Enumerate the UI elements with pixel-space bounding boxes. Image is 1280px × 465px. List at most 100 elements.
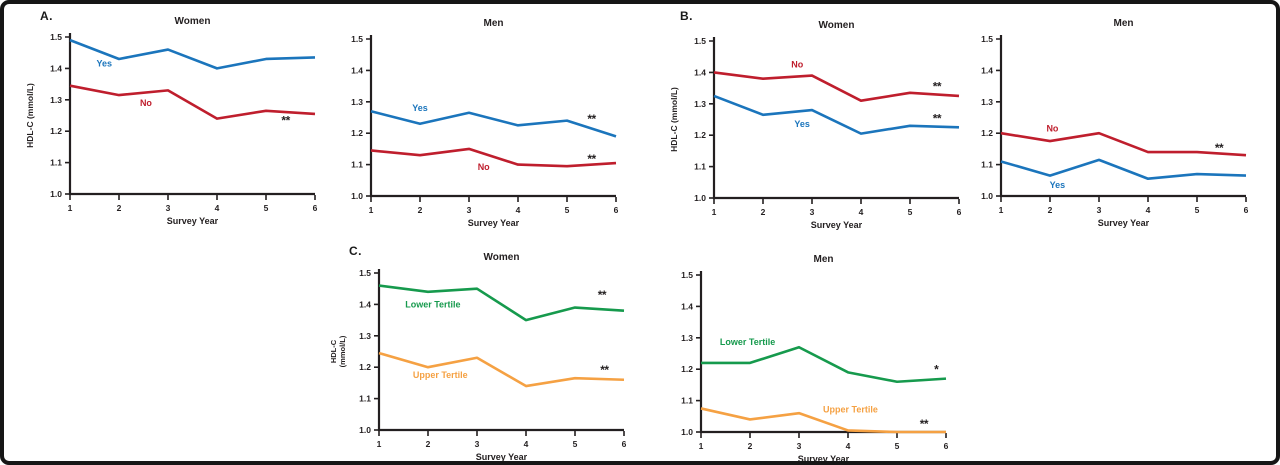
chart-a-men: Men 1.5 1.4 1.3 1.2 1.1 1.0 1 2 3 4 5 6 Survey Year Ye…: [321, 9, 641, 229]
chart-svg-a-men: Men 1.5 1.4 1.3 1.2 1.1 1.0 1 2 3 4 5 6 Survey Year Ye…: [351, 18, 619, 228]
series-label-yes: Yes: [1050, 180, 1066, 190]
chart-svg-c-women: Women 1.5 1.4 1.3 1.2 1.1 1.0 1 2 3 4 5 6 Survey Year…: [329, 252, 627, 462]
x-tick-label: 4: [516, 205, 521, 215]
x-tick-label: 5: [573, 439, 578, 449]
x-axis-label: Survey Year: [468, 218, 520, 228]
x-axis-label: Survey Year: [476, 452, 528, 462]
chart-svg-b-women: Women 1.5 1.4 1.3 1.2 1.1 1.0 1 2 3 4 5 6 Survey Year…: [669, 20, 962, 230]
x-tick-label: 4: [859, 207, 864, 217]
panel-label-b: B.: [680, 9, 693, 23]
chart-title: Women: [175, 16, 211, 27]
series-label-lower-tertile: Lower Tertile: [405, 299, 460, 309]
x-tick-label: 3: [1097, 205, 1102, 215]
x-tick-label: 1: [377, 439, 382, 449]
y-tick-label: 1.2: [359, 362, 371, 372]
x-tick-label: 4: [1146, 205, 1151, 215]
x-tick-label: 1: [712, 207, 717, 217]
series-line-upper-tertile: [700, 407, 946, 434]
x-tick-label: 1: [999, 205, 1004, 215]
chart-b-men: Men 1.5 1.4 1.3 1.2 1.1 1.0 1 2 3 4 5 6 Survey Year No…: [951, 9, 1271, 229]
y-tick-label: 1.0: [351, 191, 363, 201]
significance-marker: **: [920, 417, 929, 431]
x-tick-label: 5: [264, 203, 269, 213]
significance-marker: *: [934, 363, 939, 377]
x-axis-label: Survey Year: [1098, 218, 1150, 228]
series-label-upper-tertile: Upper Tertile: [823, 404, 878, 414]
x-tick-label: 3: [467, 205, 472, 215]
y-tick-label: 1.5: [694, 36, 706, 46]
y-tick-label: 1.1: [351, 160, 363, 170]
x-tick-label: 1: [369, 205, 374, 215]
chart-svg-c-men: Men 1.5 1.4 1.3 1.2 1.1 1.0 1 2 3 4 5 6 Survey Year Lo…: [681, 254, 949, 461]
y-tick-label: 1.2: [681, 364, 693, 374]
y-tick-label: 1.1: [359, 394, 371, 404]
series-label-yes: Yes: [794, 119, 810, 129]
x-tick-label: 2: [426, 439, 431, 449]
x-tick-label: 2: [1048, 205, 1053, 215]
y-tick-label: 1.5: [359, 268, 371, 278]
y-tick-label: 1.2: [351, 128, 363, 138]
significance-marker: **: [587, 112, 596, 126]
series-label-lower-tertile: Lower Tertile: [720, 337, 775, 347]
x-tick-label: 3: [810, 207, 815, 217]
x-tick-label: 4: [215, 203, 220, 213]
chart-title: Men: [814, 254, 834, 265]
y-tick-label: 1.0: [359, 425, 371, 435]
series-line-upper-tertile: [378, 351, 625, 388]
x-tick-label: 3: [475, 439, 480, 449]
y-tick-label: 1.5: [351, 34, 363, 44]
x-tick-label: 6: [1244, 205, 1249, 215]
chart-svg-a-women: Women 1.5 1.4 1.3 1.2 1.1 1.0 1 2 3 4 5 6 Survey Year…: [25, 16, 318, 226]
axes: [68, 33, 315, 196]
y-tick-label: 1.4: [351, 65, 363, 75]
y-tick-label: 1.4: [359, 299, 371, 309]
y-tick-label: 1.0: [694, 193, 706, 203]
significance-marker: **: [598, 288, 607, 302]
series-line-yes: [1000, 158, 1247, 181]
chart-svg-b-men: Men 1.5 1.4 1.3 1.2 1.1 1.0 1 2 3 4 5 6 Survey Year No…: [981, 18, 1249, 228]
x-axis-label: Survey Year: [167, 216, 219, 226]
series-label-no: No: [140, 98, 152, 108]
series-label-yes: Yes: [412, 103, 428, 113]
y-tick-label: 1.5: [681, 270, 693, 280]
x-tick-label: 4: [846, 441, 851, 451]
series-line-lower-tertile: [378, 284, 625, 322]
significance-marker: **: [281, 114, 290, 128]
x-tick-label: 6: [957, 207, 962, 217]
series-line-no: [370, 147, 617, 168]
x-tick-label: 2: [748, 441, 753, 451]
axes: [712, 37, 959, 200]
y-tick-label: 1.1: [681, 396, 693, 406]
chart-title: Women: [484, 252, 520, 263]
x-tick-label: 4: [524, 439, 529, 449]
y-tick-label: 1.5: [981, 34, 993, 44]
chart-title: Women: [819, 20, 855, 31]
x-tick-label: 2: [418, 205, 423, 215]
chart-c-women: Women 1.5 1.4 1.3 1.2 1.1 1.0 1 2 3 4 5 6 Survey Year…: [329, 243, 649, 462]
y-tick-label: 1.3: [50, 95, 62, 105]
y-tick-label: 1.3: [351, 97, 363, 107]
chart-b-women: Women 1.5 1.4 1.3 1.2 1.1 1.0 1 2 3 4 5 6 Survey Year…: [664, 11, 984, 231]
y-tick-label: 1.1: [694, 162, 706, 172]
significance-marker: **: [933, 79, 942, 93]
x-tick-label: 6: [622, 439, 627, 449]
y-axis-label-line1: HDL-C: [329, 339, 338, 363]
series-line-yes: [69, 38, 316, 70]
series-line-no: [69, 84, 316, 120]
x-tick-label: 3: [797, 441, 802, 451]
x-tick-label: 6: [614, 205, 619, 215]
y-axis-label: HDL-C (mmol/L): [25, 83, 35, 148]
x-tick-label: 5: [895, 441, 900, 451]
y-tick-label: 1.1: [981, 160, 993, 170]
x-tick-label: 3: [166, 203, 171, 213]
panel-label-c: C.: [349, 244, 362, 258]
series-line-yes: [370, 109, 617, 138]
series-label-no: No: [791, 60, 803, 70]
x-tick-label: 6: [944, 441, 949, 451]
x-tick-label: 1: [699, 441, 704, 451]
y-tick-label: 1.4: [50, 63, 62, 73]
y-axis-label: HDL-C (mmol/L): [669, 87, 679, 152]
x-tick-label: 5: [1195, 205, 1200, 215]
x-tick-label: 5: [908, 207, 913, 217]
